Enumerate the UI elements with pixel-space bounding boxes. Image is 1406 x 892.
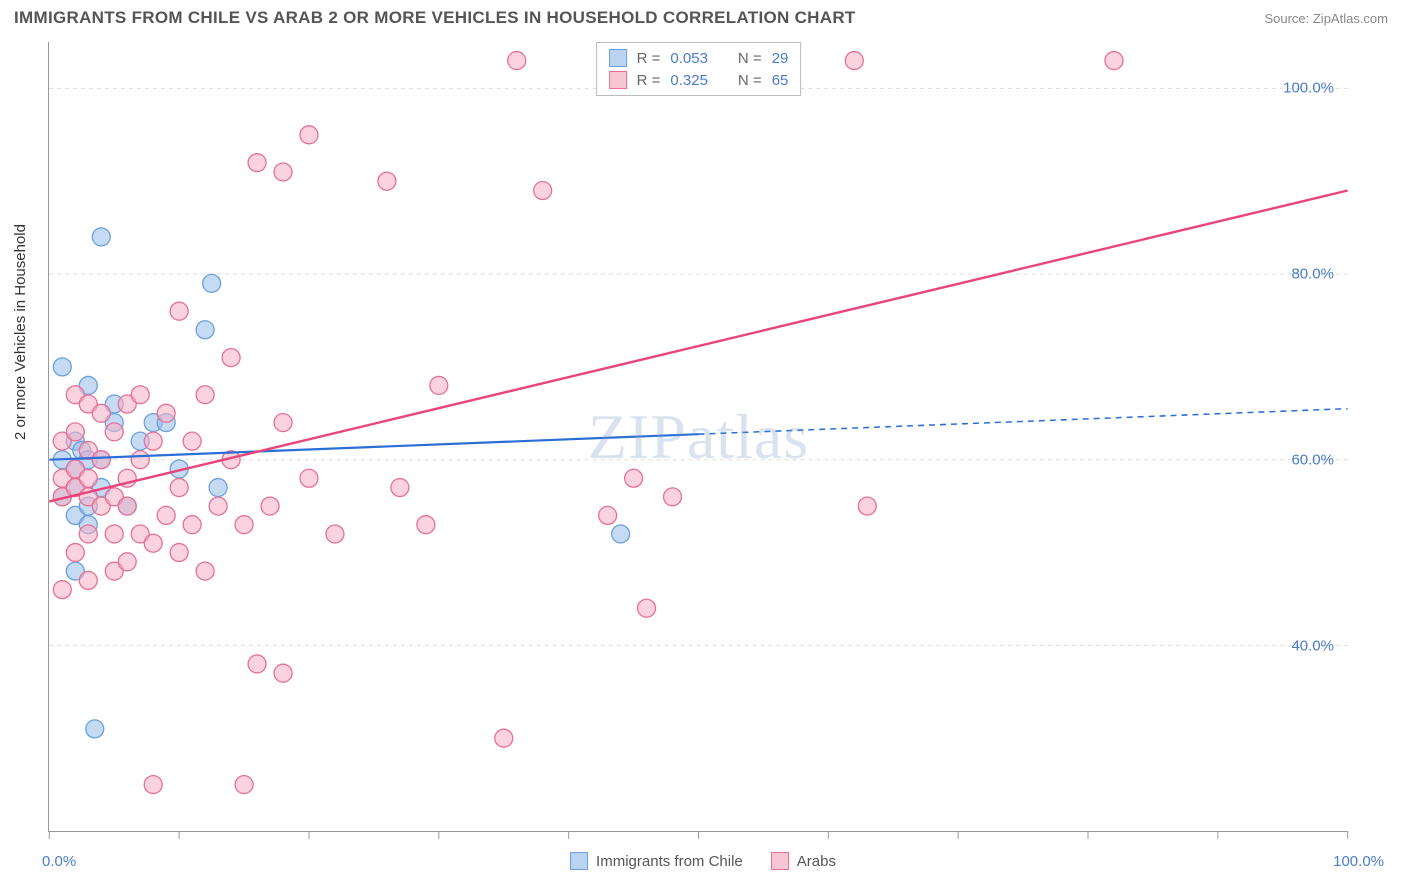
legend-series: Immigrants from Chile Arabs bbox=[570, 852, 836, 870]
source-attribution: Source: ZipAtlas.com bbox=[1264, 11, 1388, 26]
legend-correlation: R = 0.053 N = 29 R = 0.325 N = 65 bbox=[596, 42, 802, 96]
y-axis-label: 2 or more Vehicles in Household bbox=[12, 224, 29, 440]
legend-correlation-row: R = 0.325 N = 65 bbox=[609, 69, 789, 91]
legend-r-label: R = bbox=[637, 50, 661, 67]
legend-swatch bbox=[570, 852, 588, 870]
legend-correlation-row: R = 0.053 N = 29 bbox=[609, 47, 789, 69]
y-tick-label: 60.0% bbox=[1291, 452, 1334, 469]
x-axis-min-label: 0.0% bbox=[42, 853, 76, 870]
legend-r-label: R = bbox=[637, 72, 661, 89]
legend-r-value: 0.325 bbox=[670, 72, 708, 89]
legend-n-label: N = bbox=[738, 50, 762, 67]
plot-svg bbox=[49, 42, 1348, 831]
legend-series-item: Arabs bbox=[771, 852, 836, 870]
legend-swatch bbox=[609, 49, 627, 67]
scatter-chart: ZIPatlas R = 0.053 N = 29 R = 0.325 N = … bbox=[48, 42, 1348, 832]
x-axis-max-label: 100.0% bbox=[1333, 853, 1384, 870]
y-tick-label: 100.0% bbox=[1283, 80, 1334, 97]
legend-r-value: 0.053 bbox=[670, 50, 708, 67]
y-tick-label: 40.0% bbox=[1291, 638, 1334, 655]
legend-n-value: 65 bbox=[772, 72, 789, 89]
page-title: IMMIGRANTS FROM CHILE VS ARAB 2 OR MORE … bbox=[14, 8, 856, 28]
legend-swatch bbox=[609, 71, 627, 89]
legend-n-label: N = bbox=[738, 72, 762, 89]
legend-n-value: 29 bbox=[772, 50, 789, 67]
y-tick-label: 80.0% bbox=[1291, 266, 1334, 283]
legend-series-label: Immigrants from Chile bbox=[596, 853, 743, 870]
legend-series-label: Arabs bbox=[797, 853, 836, 870]
legend-swatch bbox=[771, 852, 789, 870]
legend-series-item: Immigrants from Chile bbox=[570, 852, 743, 870]
